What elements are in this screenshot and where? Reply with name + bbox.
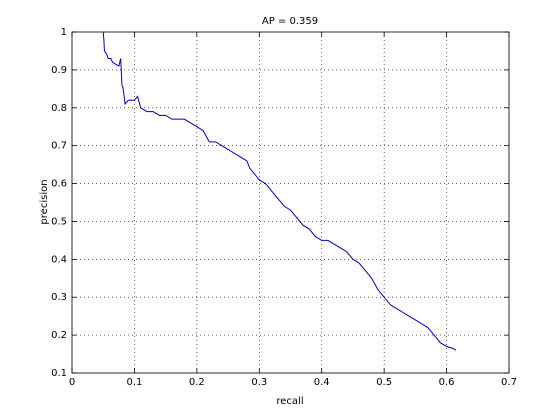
x-tick-label: 0.2	[189, 377, 205, 388]
x-axis-label: recall	[276, 396, 303, 407]
x-tick-label: 0.6	[439, 377, 455, 388]
y-tick-label: 0.8	[51, 103, 67, 114]
plot-frame	[71, 31, 510, 374]
x-tick-label: 0.1	[126, 377, 142, 388]
x-tick-label: 0.5	[376, 377, 392, 388]
y-tick-label: 1	[61, 27, 67, 38]
x-tick-label: 0.3	[251, 377, 267, 388]
y-tick-label: 0.2	[51, 330, 67, 341]
y-tick-label: 0.4	[51, 254, 67, 265]
pr-curve	[102, 31, 457, 351]
y-tick-label: 0.1	[51, 368, 67, 379]
y-tick-label: 0.7	[51, 141, 67, 152]
chart-title: AP = 0.359	[262, 16, 318, 27]
y-axis-label: precision	[39, 179, 50, 224]
y-tick-label: 0.5	[51, 216, 67, 227]
x-tick-label: 0	[69, 377, 75, 388]
y-tick-label: 0.3	[51, 292, 67, 303]
y-tick-label: 0.6	[51, 179, 67, 190]
y-tick-label: 0.9	[51, 65, 67, 76]
x-tick-label: 0.7	[501, 377, 517, 388]
x-tick-label: 0.4	[314, 377, 330, 388]
